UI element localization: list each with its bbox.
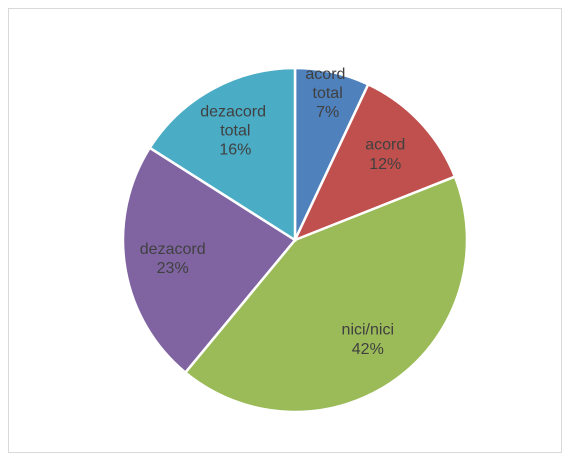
pie-slice [292,82,457,243]
slice-value-label: 16% [219,142,251,159]
slice-category-label: nici/nici [342,322,394,339]
pie-slice [148,66,297,243]
slice-category-label: acord total [305,66,349,102]
pie-slice [183,175,469,414]
pie-slice [121,146,297,375]
slice-value-label: 7% [316,104,339,121]
slice-value-label: 23% [157,260,189,277]
slice-category-label: acord [365,137,405,154]
slice-value-label: 12% [369,156,401,173]
slice-category-label: dezacord total [200,104,270,140]
slice-value-label: 42% [352,341,384,358]
slice-category-label: dezacord [140,241,206,258]
